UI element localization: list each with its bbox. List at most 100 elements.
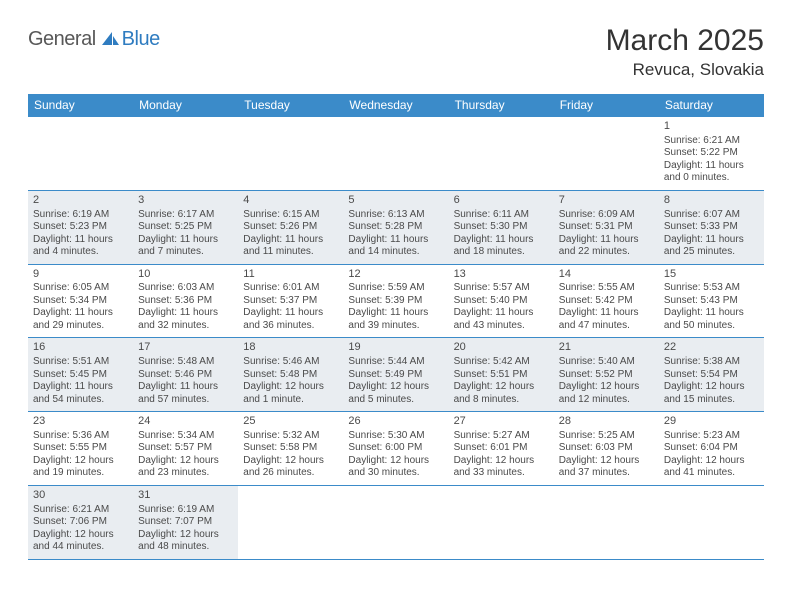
day-info-line: Daylight: 12 hours bbox=[348, 455, 444, 468]
logo: General Blue bbox=[28, 28, 160, 51]
day-info-line: Daylight: 11 hours bbox=[559, 307, 655, 320]
day-info-line: Sunset: 5:34 PM bbox=[33, 295, 129, 308]
day-header-sat: Saturday bbox=[659, 94, 764, 117]
day-cell bbox=[554, 486, 659, 559]
day-number: 12 bbox=[348, 268, 444, 282]
day-info-line: and 30 minutes. bbox=[348, 467, 444, 480]
title-block: March 2025 Revuca, Slovakia bbox=[606, 24, 764, 80]
day-info-line: Daylight: 12 hours bbox=[138, 529, 234, 542]
day-info-line: and 26 minutes. bbox=[243, 467, 339, 480]
day-cell: 4Sunrise: 6:15 AMSunset: 5:26 PMDaylight… bbox=[238, 191, 343, 264]
day-info-line: Sunset: 6:01 PM bbox=[454, 442, 550, 455]
day-cell: 13Sunrise: 5:57 AMSunset: 5:40 PMDayligh… bbox=[449, 265, 554, 338]
day-info-line: and 1 minute. bbox=[243, 394, 339, 407]
day-info-line: Sunset: 5:33 PM bbox=[664, 221, 760, 234]
week-row: 16Sunrise: 5:51 AMSunset: 5:45 PMDayligh… bbox=[28, 338, 764, 412]
day-info-line: Sunset: 5:45 PM bbox=[33, 369, 129, 382]
day-info-line: Sunrise: 5:44 AM bbox=[348, 356, 444, 369]
day-number: 11 bbox=[243, 268, 339, 282]
day-info-line: Sunset: 5:30 PM bbox=[454, 221, 550, 234]
day-number: 26 bbox=[348, 415, 444, 429]
calendar: Sunday Monday Tuesday Wednesday Thursday… bbox=[28, 94, 764, 560]
day-number: 10 bbox=[138, 268, 234, 282]
day-number: 13 bbox=[454, 268, 550, 282]
location: Revuca, Slovakia bbox=[606, 60, 764, 80]
day-number: 21 bbox=[559, 341, 655, 355]
day-info-line: Sunrise: 6:11 AM bbox=[454, 209, 550, 222]
day-info-line: Sunset: 5:43 PM bbox=[664, 295, 760, 308]
day-cell: 31Sunrise: 6:19 AMSunset: 7:07 PMDayligh… bbox=[133, 486, 238, 559]
day-number: 20 bbox=[454, 341, 550, 355]
weeks-container: 1Sunrise: 6:21 AMSunset: 5:22 PMDaylight… bbox=[28, 117, 764, 560]
day-number: 23 bbox=[33, 415, 129, 429]
day-cell: 7Sunrise: 6:09 AMSunset: 5:31 PMDaylight… bbox=[554, 191, 659, 264]
day-info-line: and 57 minutes. bbox=[138, 394, 234, 407]
day-cell: 14Sunrise: 5:55 AMSunset: 5:42 PMDayligh… bbox=[554, 265, 659, 338]
day-cell: 9Sunrise: 6:05 AMSunset: 5:34 PMDaylight… bbox=[28, 265, 133, 338]
day-number: 27 bbox=[454, 415, 550, 429]
day-info-line: Sunset: 5:42 PM bbox=[559, 295, 655, 308]
day-info-line: Sunset: 6:04 PM bbox=[664, 442, 760, 455]
day-cell bbox=[554, 117, 659, 190]
day-cell: 25Sunrise: 5:32 AMSunset: 5:58 PMDayligh… bbox=[238, 412, 343, 485]
day-info-line: Daylight: 12 hours bbox=[33, 455, 129, 468]
day-info-line: and 43 minutes. bbox=[454, 320, 550, 333]
day-info-line: Daylight: 12 hours bbox=[138, 455, 234, 468]
day-info-line: Sunrise: 5:32 AM bbox=[243, 430, 339, 443]
day-info-line: and 11 minutes. bbox=[243, 246, 339, 259]
day-cell: 15Sunrise: 5:53 AMSunset: 5:43 PMDayligh… bbox=[659, 265, 764, 338]
day-info-line: Daylight: 11 hours bbox=[33, 307, 129, 320]
day-info-line: Daylight: 12 hours bbox=[348, 381, 444, 394]
day-info-line: Sunset: 5:31 PM bbox=[559, 221, 655, 234]
day-info-line: Sunset: 5:57 PM bbox=[138, 442, 234, 455]
day-info-line: and 15 minutes. bbox=[664, 394, 760, 407]
header: General Blue March 2025 Revuca, Slovakia bbox=[28, 24, 764, 80]
day-header-row: Sunday Monday Tuesday Wednesday Thursday… bbox=[28, 94, 764, 117]
day-info-line: Daylight: 11 hours bbox=[33, 234, 129, 247]
day-info-line: Sunset: 5:46 PM bbox=[138, 369, 234, 382]
day-info-line: Daylight: 11 hours bbox=[454, 307, 550, 320]
day-info-line: Sunset: 5:58 PM bbox=[243, 442, 339, 455]
day-info-line: Sunrise: 5:55 AM bbox=[559, 282, 655, 295]
day-info-line: and 19 minutes. bbox=[33, 467, 129, 480]
day-info-line: Sunrise: 6:19 AM bbox=[138, 504, 234, 517]
day-info-line: Sunset: 6:00 PM bbox=[348, 442, 444, 455]
day-info-line: Sunrise: 6:15 AM bbox=[243, 209, 339, 222]
day-number: 25 bbox=[243, 415, 339, 429]
day-info-line: Daylight: 11 hours bbox=[664, 234, 760, 247]
day-info-line: Daylight: 12 hours bbox=[243, 455, 339, 468]
day-cell: 22Sunrise: 5:38 AMSunset: 5:54 PMDayligh… bbox=[659, 338, 764, 411]
day-info-line: Sunrise: 5:40 AM bbox=[559, 356, 655, 369]
day-cell bbox=[238, 486, 343, 559]
day-info-line: Sunrise: 5:30 AM bbox=[348, 430, 444, 443]
week-row: 2Sunrise: 6:19 AMSunset: 5:23 PMDaylight… bbox=[28, 191, 764, 265]
day-info-line: Sunrise: 6:09 AM bbox=[559, 209, 655, 222]
day-cell bbox=[28, 117, 133, 190]
day-info-line: and 50 minutes. bbox=[664, 320, 760, 333]
day-cell: 26Sunrise: 5:30 AMSunset: 6:00 PMDayligh… bbox=[343, 412, 448, 485]
day-info-line: and 48 minutes. bbox=[138, 541, 234, 554]
day-info-line: Sunrise: 5:46 AM bbox=[243, 356, 339, 369]
day-cell: 18Sunrise: 5:46 AMSunset: 5:48 PMDayligh… bbox=[238, 338, 343, 411]
day-number: 28 bbox=[559, 415, 655, 429]
day-number: 18 bbox=[243, 341, 339, 355]
day-info-line: and 5 minutes. bbox=[348, 394, 444, 407]
day-info-line: Sunset: 5:40 PM bbox=[454, 295, 550, 308]
day-info-line: Sunrise: 5:27 AM bbox=[454, 430, 550, 443]
day-number: 15 bbox=[664, 268, 760, 282]
day-info-line: Daylight: 12 hours bbox=[559, 455, 655, 468]
day-info-line: and 33 minutes. bbox=[454, 467, 550, 480]
day-number: 17 bbox=[138, 341, 234, 355]
logo-text-blue: Blue bbox=[122, 28, 160, 51]
day-info-line: Daylight: 11 hours bbox=[454, 234, 550, 247]
day-cell bbox=[449, 117, 554, 190]
day-number: 14 bbox=[559, 268, 655, 282]
day-number: 30 bbox=[33, 489, 129, 503]
day-info-line: Daylight: 12 hours bbox=[664, 381, 760, 394]
day-info-line: Daylight: 11 hours bbox=[348, 307, 444, 320]
day-info-line: Sunset: 5:37 PM bbox=[243, 295, 339, 308]
day-number: 9 bbox=[33, 268, 129, 282]
day-number: 4 bbox=[243, 194, 339, 208]
day-info-line: Sunrise: 6:17 AM bbox=[138, 209, 234, 222]
day-info-line: Sunrise: 5:38 AM bbox=[664, 356, 760, 369]
